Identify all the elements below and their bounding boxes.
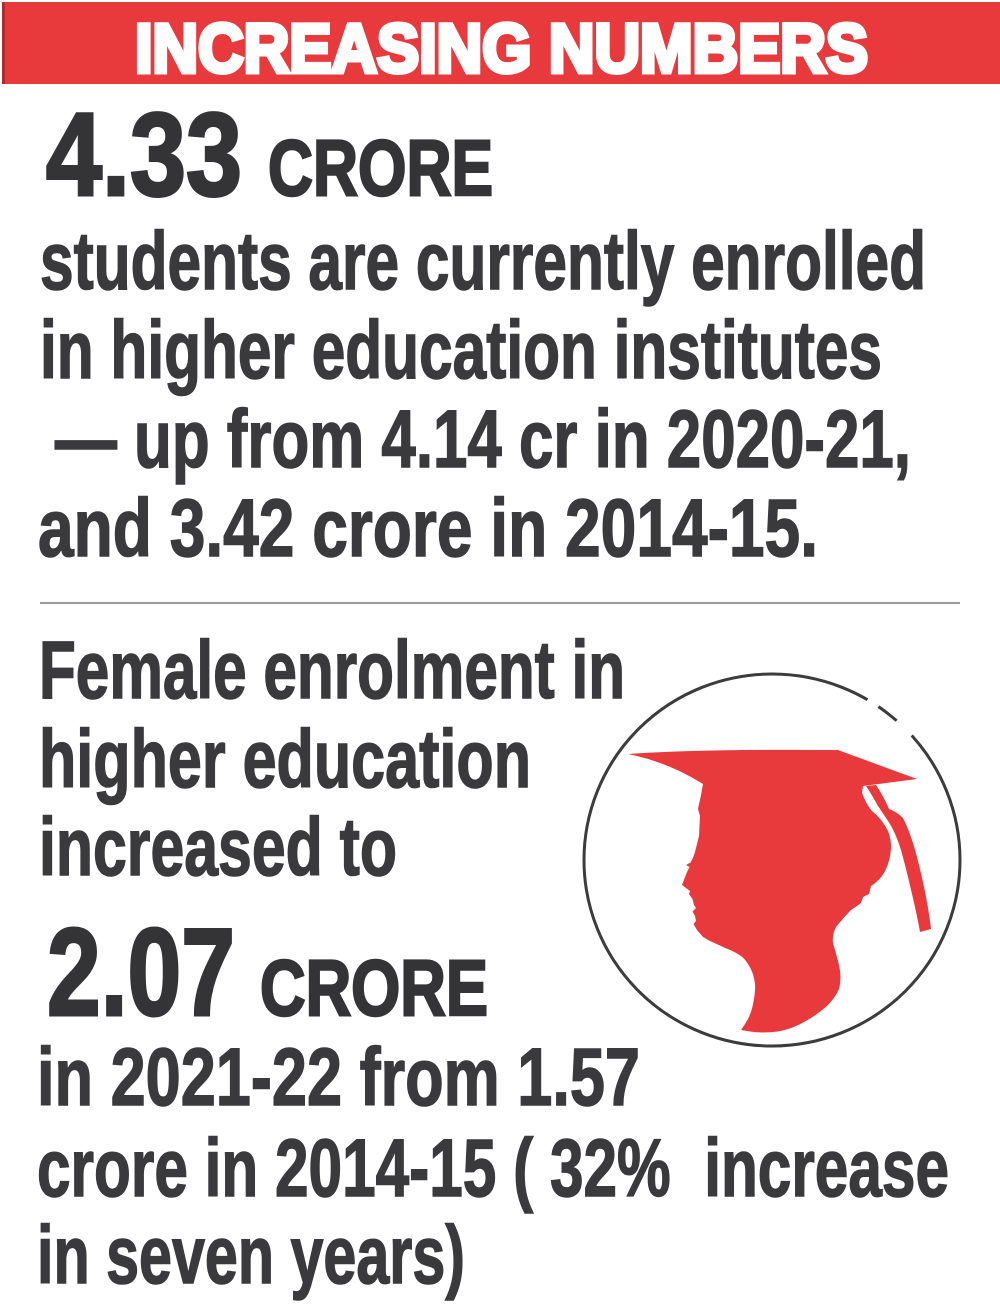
svg-text:and 3.42 crore in 2014-15.: and 3.42 crore in 2014-15. — [38, 483, 818, 574]
svg-text:in higher education institutes: in higher education institutes — [40, 305, 882, 396]
svg-text:CRORE: CRORE — [268, 123, 493, 212]
svg-text:— up from 4.14 cr in 2020-21,: — up from 4.14 cr in 2020-21, — [55, 394, 911, 485]
svg-text:higher education: higher education — [39, 714, 531, 805]
svg-text:in seven years): in seven years) — [37, 1210, 465, 1301]
svg-text:4.33: 4.33 — [46, 89, 242, 221]
svg-text:CRORE: CRORE — [260, 943, 488, 1032]
svg-text:INCREASING NUMBERS: INCREASING NUMBERS — [135, 10, 868, 87]
svg-text:increased to: increased to — [39, 802, 397, 893]
svg-text:in 2021-22 from 1.57: in 2021-22 from 1.57 — [37, 1032, 640, 1123]
svg-text:2.07: 2.07 — [47, 904, 235, 1042]
svg-text:students are currently enrolle: students are currently enrolled — [40, 216, 926, 307]
svg-text:Female enrolment in: Female enrolment in — [39, 625, 625, 716]
svg-text:crore in 2014-15 ( 32% increa: crore in 2014-15 ( 32% increase — [37, 1123, 949, 1214]
